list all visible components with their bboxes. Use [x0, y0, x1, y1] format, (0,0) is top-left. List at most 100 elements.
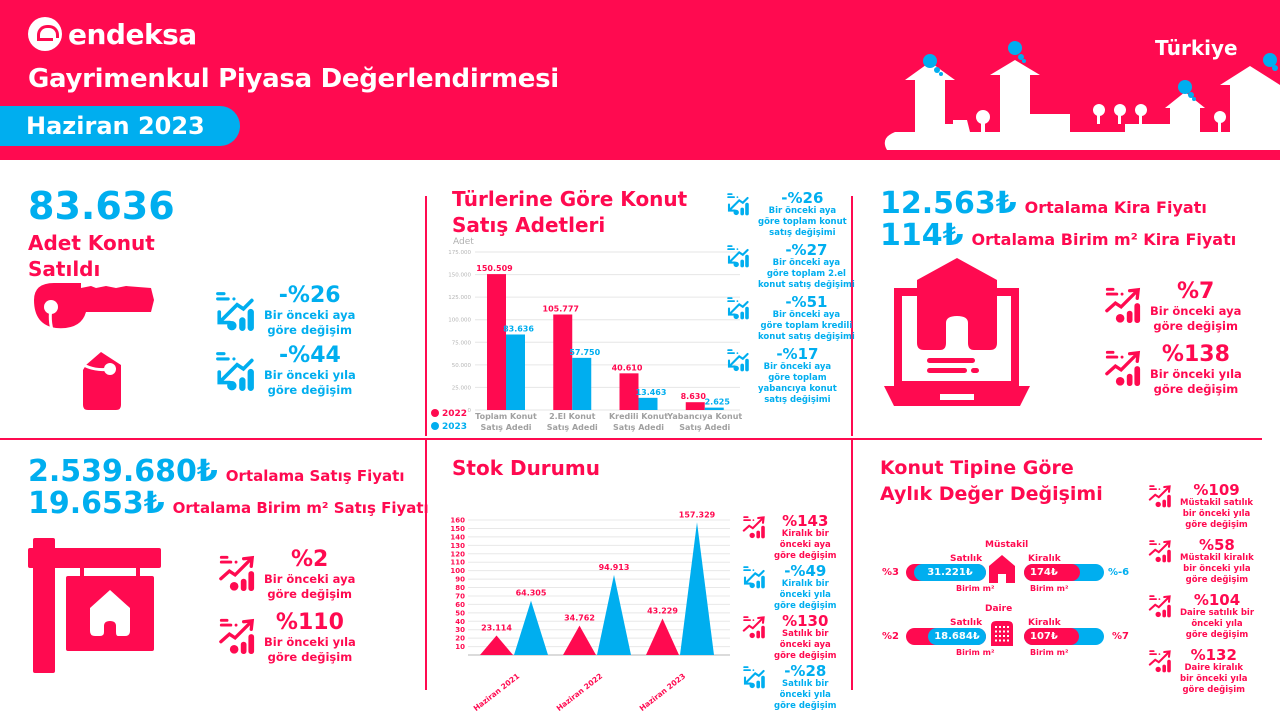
- trend-down-icon: [727, 297, 749, 320]
- stat-percent: %132: [1190, 646, 1237, 664]
- trend-icon-wrap: [1148, 649, 1172, 677]
- trend-down-icon: [743, 566, 765, 589]
- stat-label: bir önceki yıla: [1180, 674, 1248, 684]
- trend-down-icon: [727, 349, 749, 372]
- stat-text: %58 Müstakil kiralık bir önceki yıla göre d…: [1180, 537, 1254, 586]
- rent-average-value: 12.563₺: [880, 186, 1017, 221]
- stat-percent: %2: [290, 547, 329, 572]
- row-name: Müstakil: [985, 540, 1029, 550]
- stat-percent: %104: [1193, 591, 1241, 609]
- stat-percent: %58: [1198, 536, 1235, 554]
- trend-icon-wrap: [214, 350, 256, 396]
- trend-icon-wrap: [1148, 594, 1172, 622]
- stat-item: -%17 Bir önceki aya göre toplam yabancıya k…: [726, 346, 837, 406]
- data-label: 57.750: [569, 348, 600, 357]
- x-tick-label: Kredili Konut: [609, 412, 668, 421]
- stat-text: -%27 Bir önceki aya göre toplam 2.el konut …: [758, 242, 855, 291]
- stat-percent: %138: [1161, 342, 1230, 367]
- stat-item: %143 Kiralık bir önceki aya göre değişim: [742, 513, 837, 562]
- trend-icon-wrap: [742, 565, 766, 593]
- chart-sales-by-type-title: Türlerine Göre Konut Satış Adetleri: [452, 187, 688, 237]
- stat-label: Bir önceki aya: [772, 258, 841, 268]
- legend-marker-2022: [431, 409, 439, 417]
- data-label: 94.913: [599, 563, 630, 572]
- rent-average-row: 12.563₺ Ortalama Kira Fiyatı: [880, 186, 1207, 221]
- data-label: 150.509: [476, 264, 513, 273]
- triangle-bar-Satılık-2: [646, 618, 679, 655]
- stat-label: Bir önceki aya: [772, 310, 841, 320]
- sale-percent: %3: [882, 567, 899, 578]
- data-label: 64.305: [516, 589, 547, 598]
- trend-icon-wrap: [726, 296, 750, 324]
- stat-percent: -%44: [279, 343, 341, 368]
- stat-item: -%44 Bir önceki yıla göre değişim: [214, 344, 356, 398]
- y-tick-label: 125.000: [448, 295, 471, 301]
- stat-label: göre değişim: [774, 651, 837, 661]
- stat-item: %132 Daire kiralık bir önceki yıla göre değ…: [1148, 647, 1247, 696]
- stat-label: göre toplam kredili: [760, 321, 853, 331]
- row-name: Daire: [985, 604, 1013, 614]
- y-tick-label: 20: [455, 635, 465, 643]
- apartment-building-icon: [991, 621, 1013, 646]
- trend-icon-wrap: [1104, 286, 1142, 328]
- data-label: 23.114: [481, 623, 512, 632]
- x-tick-label: 2.El Konut: [549, 412, 596, 421]
- x-tick-label: Haziran 2021: [472, 671, 522, 712]
- bar-2023-1: [572, 357, 592, 410]
- stat-label: Daire kiralık: [1184, 663, 1244, 673]
- legend-label-2023: 2023: [442, 422, 467, 432]
- stat-label: Bir önceki aya: [1150, 304, 1242, 318]
- sales-label-line2: Satıldı: [28, 257, 101, 281]
- type-change-title-line1: Konut Tipine Göre: [880, 457, 1074, 479]
- trend-icon-wrap: [218, 554, 256, 596]
- bar-2022-2: [619, 373, 639, 410]
- y-tick-label: 150: [450, 525, 465, 533]
- data-label: 2.625: [705, 398, 731, 407]
- stat-text: %132 Daire kiralık bir önceki yıla göre değ…: [1180, 647, 1247, 696]
- stat-label: göre değişim: [774, 551, 837, 561]
- stat-label: göre değişim: [774, 601, 837, 611]
- trend-down-icon: [727, 245, 749, 268]
- bar-2022-0: [487, 274, 506, 410]
- stat-text: -%26 Bir önceki aya göre toplam konut satış…: [758, 190, 847, 239]
- trend-down-icon: [743, 666, 765, 689]
- stat-label: Bir önceki aya: [763, 362, 832, 372]
- trend-icon-wrap: [742, 615, 766, 643]
- stat-label: göre değişim: [1185, 575, 1249, 585]
- type-change-title-line2: Aylık Değer Değişimi: [880, 483, 1103, 505]
- sales-label: Adet Konut Satıldı: [28, 230, 155, 282]
- trend-up-icon: [219, 618, 255, 655]
- x-tick-label: Satış Adedi: [480, 423, 531, 432]
- stat-label: göre değişim: [1185, 630, 1249, 640]
- triangle-bar-Satılık-0: [480, 635, 513, 655]
- chart-stock-title: Stok Durumu: [452, 456, 600, 480]
- y-tick-label: 80: [455, 584, 465, 592]
- rent-label: Kiralık: [1028, 618, 1061, 628]
- stat-percent: -%27: [785, 241, 828, 259]
- trend-down-icon: [216, 292, 254, 331]
- brand-logo: endeksa: [28, 17, 197, 51]
- stat-label: göre değişim: [267, 650, 353, 664]
- bar-2023-2: [638, 397, 658, 410]
- data-label: 83.636: [503, 324, 534, 333]
- y-tick-label: 30: [455, 626, 465, 634]
- bar-2023-3: [704, 407, 724, 410]
- trend-up-icon: [1105, 287, 1141, 324]
- stat-label: Satılık bir: [782, 679, 829, 689]
- key-house-tag-icon: [34, 283, 154, 410]
- rent-bar: 174₺: [1024, 564, 1104, 581]
- stat-item: -%26 Bir önceki aya göre değişim: [214, 284, 355, 338]
- y-tick-label: 130: [450, 542, 465, 550]
- x-tick-label: Yabancıya Konut: [666, 412, 742, 421]
- stat-item: -%26 Bir önceki aya göre toplam konut satış…: [726, 190, 847, 239]
- trend-icon-wrap: [742, 665, 766, 693]
- stat-text: -%44 Bir önceki yıla göre değişim: [264, 344, 356, 398]
- stat-percent: %130: [782, 612, 829, 630]
- rent-percent: %-6: [1108, 567, 1130, 578]
- x-tick-label: Haziran 2022: [555, 671, 605, 712]
- data-label: 157.329: [679, 510, 716, 519]
- y-tick-label: 10: [455, 643, 465, 651]
- y-tick-label: 120: [450, 550, 465, 558]
- stat-label: göre değişim: [1153, 382, 1239, 396]
